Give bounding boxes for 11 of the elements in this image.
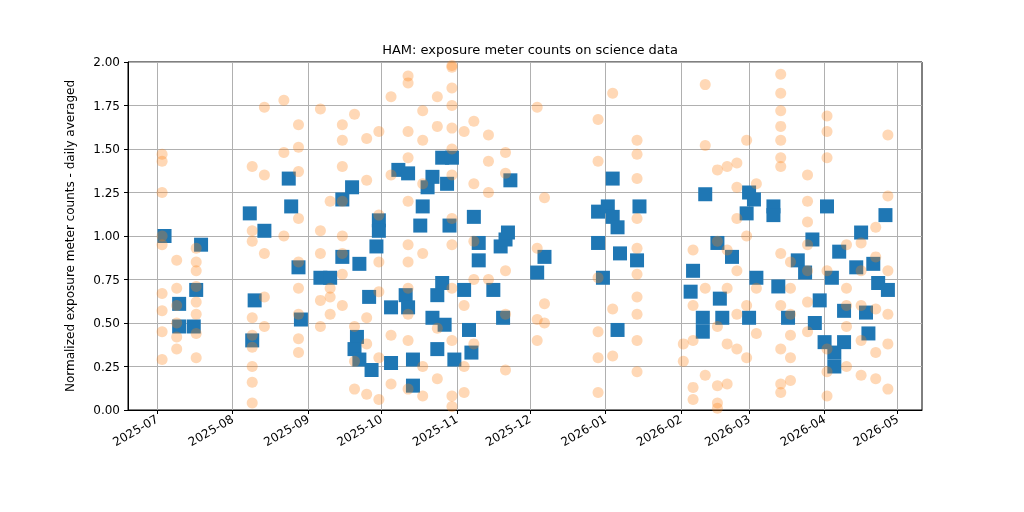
y-tick-label: 2.00 xyxy=(93,55,120,69)
y-tick-label: 1.25 xyxy=(93,185,120,200)
y-tick-label: 0.00 xyxy=(93,403,120,417)
y-tick-label: 1.75 xyxy=(93,98,120,113)
y-tick-label: 0.75 xyxy=(93,272,120,287)
y-axis-title: Normalized exposure meter counts - daily averaged xyxy=(63,79,77,393)
y-tick-label: 1.00 xyxy=(93,229,120,243)
y-tick-label: 1.50 xyxy=(93,142,120,156)
y-tick-label: 0.25 xyxy=(93,359,120,374)
y-tick-label: 0.50 xyxy=(93,316,120,330)
chart-title: HAM: exposure meter counts on science data xyxy=(382,42,678,57)
